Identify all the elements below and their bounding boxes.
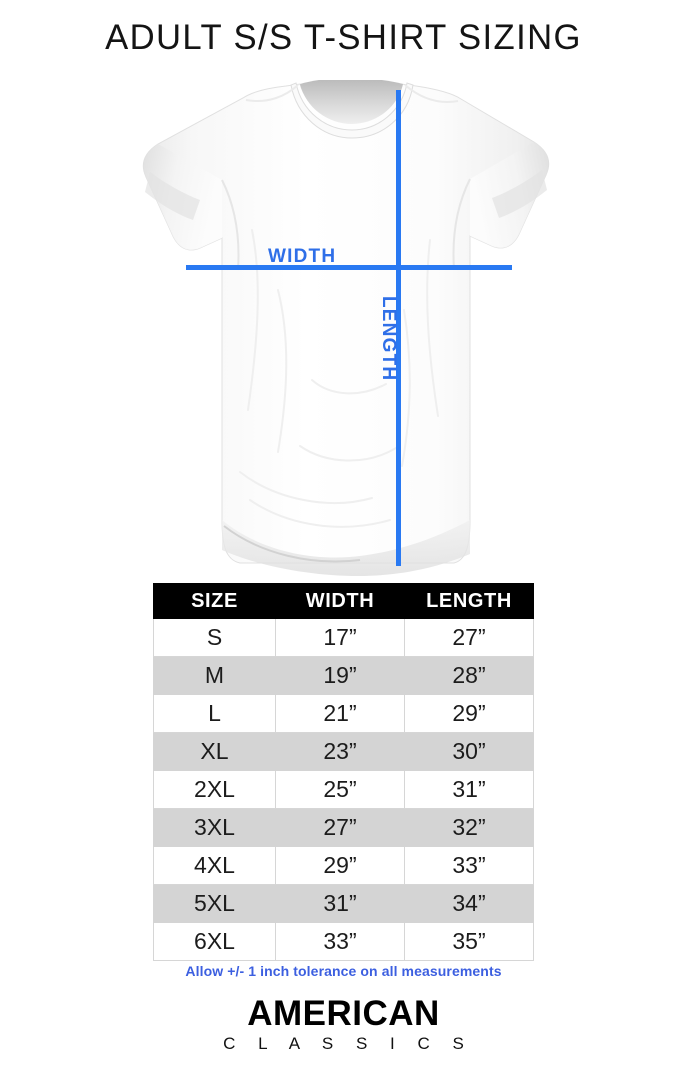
size-chart-table: SIZE WIDTH LENGTH S 17” 27” M 19” 28” L … (153, 583, 534, 961)
cell-length: 30” (404, 732, 534, 771)
cell-length: 28” (404, 656, 534, 695)
right-shoulder-seam (404, 84, 459, 103)
column-header-size: SIZE (153, 583, 276, 619)
table-row: 2XL 25” 31” (153, 770, 534, 809)
cell-width: 27” (275, 808, 405, 847)
cell-size: 4XL (153, 846, 276, 885)
left-shoulder-seam (245, 84, 299, 102)
cell-width: 19” (275, 656, 405, 695)
tshirt-illustration (0, 80, 687, 580)
right-armhole-seam (452, 178, 471, 270)
cell-width: 33” (275, 922, 405, 961)
table-row: 4XL 29” 33” (153, 846, 534, 885)
cell-length: 34” (404, 884, 534, 923)
column-header-length: LENGTH (404, 583, 534, 619)
brand-tagline: C L A S S I C S (223, 1034, 473, 1053)
size-chart-table-container: SIZE WIDTH LENGTH S 17” 27” M 19” 28” L … (153, 583, 534, 961)
table-body: S 17” 27” M 19” 28” L 21” 29” XL 23” 30”… (153, 618, 534, 961)
cell-size: M (153, 656, 276, 695)
cell-width: 25” (275, 770, 405, 809)
right-sleeve-cuff (492, 170, 547, 218)
table-header: SIZE WIDTH LENGTH (153, 583, 534, 619)
left-sleeve-cuff (145, 172, 200, 220)
cell-size: 6XL (153, 922, 276, 961)
cell-length: 27” (404, 618, 534, 657)
cell-width: 31” (275, 884, 405, 923)
cell-length: 31” (404, 770, 534, 809)
cell-length: 29” (404, 694, 534, 733)
cell-size: 2XL (153, 770, 276, 809)
fabric-wrinkles (239, 229, 439, 528)
tolerance-note: Allow +/- 1 inch tolerance on all measur… (185, 963, 502, 979)
cell-width: 17” (275, 618, 405, 657)
cell-length: 33” (404, 846, 534, 885)
table-row: XL 23” 30” (153, 732, 534, 771)
hem-stitch-line (223, 525, 361, 563)
cell-size: L (153, 694, 276, 733)
brand-logo: AMERICAN C L A S S I C S (0, 995, 687, 1055)
table-row: 5XL 31” 34” (153, 884, 534, 923)
table-row: L 21” 29” (153, 694, 534, 733)
cell-size: 3XL (153, 808, 276, 847)
cell-width: 21” (275, 694, 405, 733)
shirt-body (142, 83, 550, 564)
cell-length: 32” (404, 808, 534, 847)
table-row: S 17” 27” (153, 618, 534, 657)
column-header-width: WIDTH (275, 583, 405, 619)
cell-size: S (153, 618, 276, 657)
table-row: M 19” 28” (153, 656, 534, 695)
bottom-hem (222, 520, 470, 576)
table-header-row: SIZE WIDTH LENGTH (153, 583, 534, 619)
table-row: 6XL 33” 35” (153, 922, 534, 961)
tshirt-graphic (142, 80, 550, 576)
cell-size: 5XL (153, 884, 276, 923)
collar-inner (300, 80, 403, 124)
cell-width: 23” (275, 732, 405, 771)
page-title: ADULT S/S T-SHIRT SIZING (105, 18, 582, 57)
brand-name: AMERICAN (247, 994, 440, 1033)
cell-length: 35” (404, 922, 534, 961)
collar-band (290, 82, 414, 139)
table-row: 3XL 27” 32” (153, 808, 534, 847)
cell-size: XL (153, 732, 276, 771)
left-armhole-seam (221, 179, 240, 271)
cell-width: 29” (275, 846, 405, 885)
